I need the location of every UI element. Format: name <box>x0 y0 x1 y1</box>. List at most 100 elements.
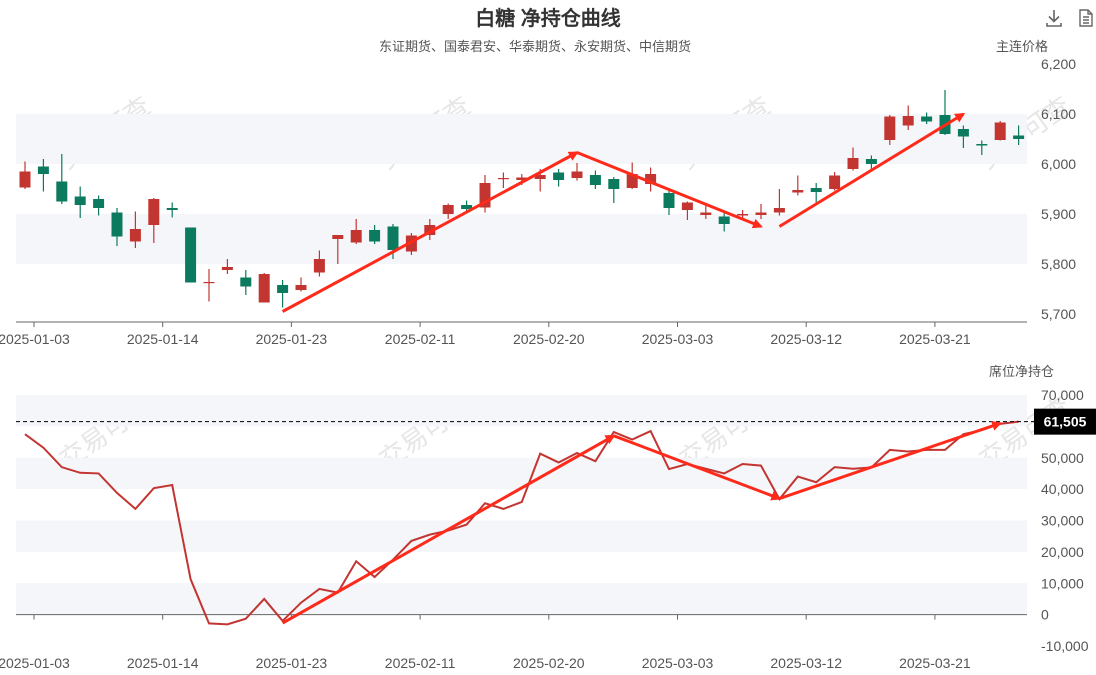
position-xtick-label: 2025-02-11 <box>385 655 456 671</box>
candle-body <box>663 193 675 208</box>
candle-body <box>479 183 491 208</box>
last-value-label: 61,505 <box>1044 414 1087 430</box>
candle-body <box>56 181 68 202</box>
candle-body <box>718 216 730 224</box>
document-icon[interactable] <box>1076 8 1096 28</box>
candle-body <box>865 159 877 164</box>
candle-body <box>313 259 325 273</box>
price-trend-arrow <box>281 151 579 313</box>
price-xtick-label: 2025-01-14 <box>127 331 199 347</box>
candle-body <box>1013 135 1025 139</box>
last-value-badge <box>1034 408 1096 435</box>
candle-body <box>608 179 620 189</box>
candle-body <box>884 116 896 140</box>
candle-body <box>497 178 509 180</box>
position-xtick-label: 2025-01-03 <box>0 655 70 671</box>
candle-body <box>277 285 289 293</box>
candle-body <box>387 226 399 250</box>
candle-body <box>203 282 215 284</box>
candle-body <box>332 235 344 239</box>
position-band-5 <box>16 457 1027 490</box>
price-ytick-label: 5,900 <box>1041 206 1076 222</box>
download-icon-glyph <box>1046 10 1062 27</box>
candle-body <box>240 277 252 287</box>
price-xtick-label: 2025-03-03 <box>642 331 714 347</box>
candle-body <box>589 175 601 185</box>
candle-body <box>129 229 141 242</box>
candle-body <box>773 208 785 213</box>
candle-body <box>921 116 933 122</box>
candle-body <box>19 171 31 188</box>
candle-body <box>902 116 914 126</box>
chart-title: 白糖 净持仓曲线 <box>475 8 621 30</box>
candle-body <box>626 174 638 188</box>
download-icon[interactable] <box>1044 8 1064 28</box>
position-ytick-label: 30,000 <box>1041 513 1084 529</box>
candle-body <box>74 196 86 205</box>
candle-body <box>847 158 859 169</box>
candle-body <box>976 144 988 146</box>
candle-body <box>553 172 565 180</box>
candle-body <box>461 205 473 209</box>
price-xtick-label: 2025-02-11 <box>385 331 456 347</box>
candle-body <box>166 208 178 210</box>
position-band-1 <box>16 583 1027 615</box>
price-trend-arrow <box>778 112 966 228</box>
price-ytick-label: 6,100 <box>1041 106 1076 122</box>
price-ytick-label: 6,200 <box>1041 56 1076 72</box>
candle-body <box>185 227 197 283</box>
position-ytick-label: -10,000 <box>1041 638 1089 654</box>
candle-body <box>369 230 381 242</box>
candle-body <box>221 267 233 270</box>
price-xtick-label: 2025-03-21 <box>899 331 971 347</box>
candle-body <box>37 166 49 174</box>
position-ytick-label: 50,000 <box>1041 450 1084 466</box>
document-icon-glyph <box>1079 9 1093 27</box>
position-ytick-label: 70,000 <box>1041 387 1084 403</box>
price-xtick-label: 2025-01-23 <box>256 331 328 347</box>
candle-body <box>810 188 822 192</box>
price-xtick-label: 2025-03-12 <box>770 331 842 347</box>
position-band-3 <box>16 520 1027 552</box>
position-band-7 <box>16 395 1027 427</box>
candle-body <box>571 171 583 178</box>
price-xtick-label: 2025-01-03 <box>0 331 70 347</box>
price-ytick-label: 6,000 <box>1041 156 1076 172</box>
candle-body <box>148 199 160 225</box>
candle-body <box>645 174 657 184</box>
candle-body <box>994 122 1006 140</box>
candle-body <box>700 212 712 215</box>
position-xtick-label: 2025-01-14 <box>127 655 199 671</box>
price-xtick-label: 2025-02-20 <box>513 331 585 347</box>
position-axis-name: 席位净持仓 <box>989 364 1055 379</box>
candle-body <box>829 175 841 189</box>
position-xtick-label: 2025-03-03 <box>642 655 714 671</box>
price-trend-arrow <box>576 151 763 229</box>
candle-body <box>111 212 123 237</box>
position-xtick-label: 2025-02-20 <box>513 655 585 671</box>
candle-body <box>737 214 749 216</box>
position-trend-arrow <box>778 421 1003 500</box>
candle-body <box>516 177 528 180</box>
price-band-3 <box>16 114 1027 164</box>
position-ytick-label: 10,000 <box>1041 575 1084 591</box>
candle-body <box>957 129 969 137</box>
candle-body <box>792 190 804 193</box>
candle-body <box>350 230 362 243</box>
candle-body <box>258 274 270 303</box>
position-trend-arrow <box>613 434 782 501</box>
price-ytick-label: 5,700 <box>1041 306 1076 322</box>
candle-body <box>295 285 307 290</box>
position-xtick-label: 2025-03-21 <box>899 655 971 671</box>
candle-body <box>93 199 105 208</box>
candle-body <box>681 202 693 210</box>
price-ytick-label: 5,800 <box>1041 256 1076 272</box>
position-ytick-label: 40,000 <box>1041 481 1084 497</box>
net-position-line <box>24 420 1019 626</box>
candle-body <box>424 225 436 235</box>
position-ytick-label: 20,000 <box>1041 544 1084 560</box>
price-axis-name: 主连价格 <box>996 39 1049 54</box>
position-xtick-label: 2025-03-12 <box>770 655 842 671</box>
